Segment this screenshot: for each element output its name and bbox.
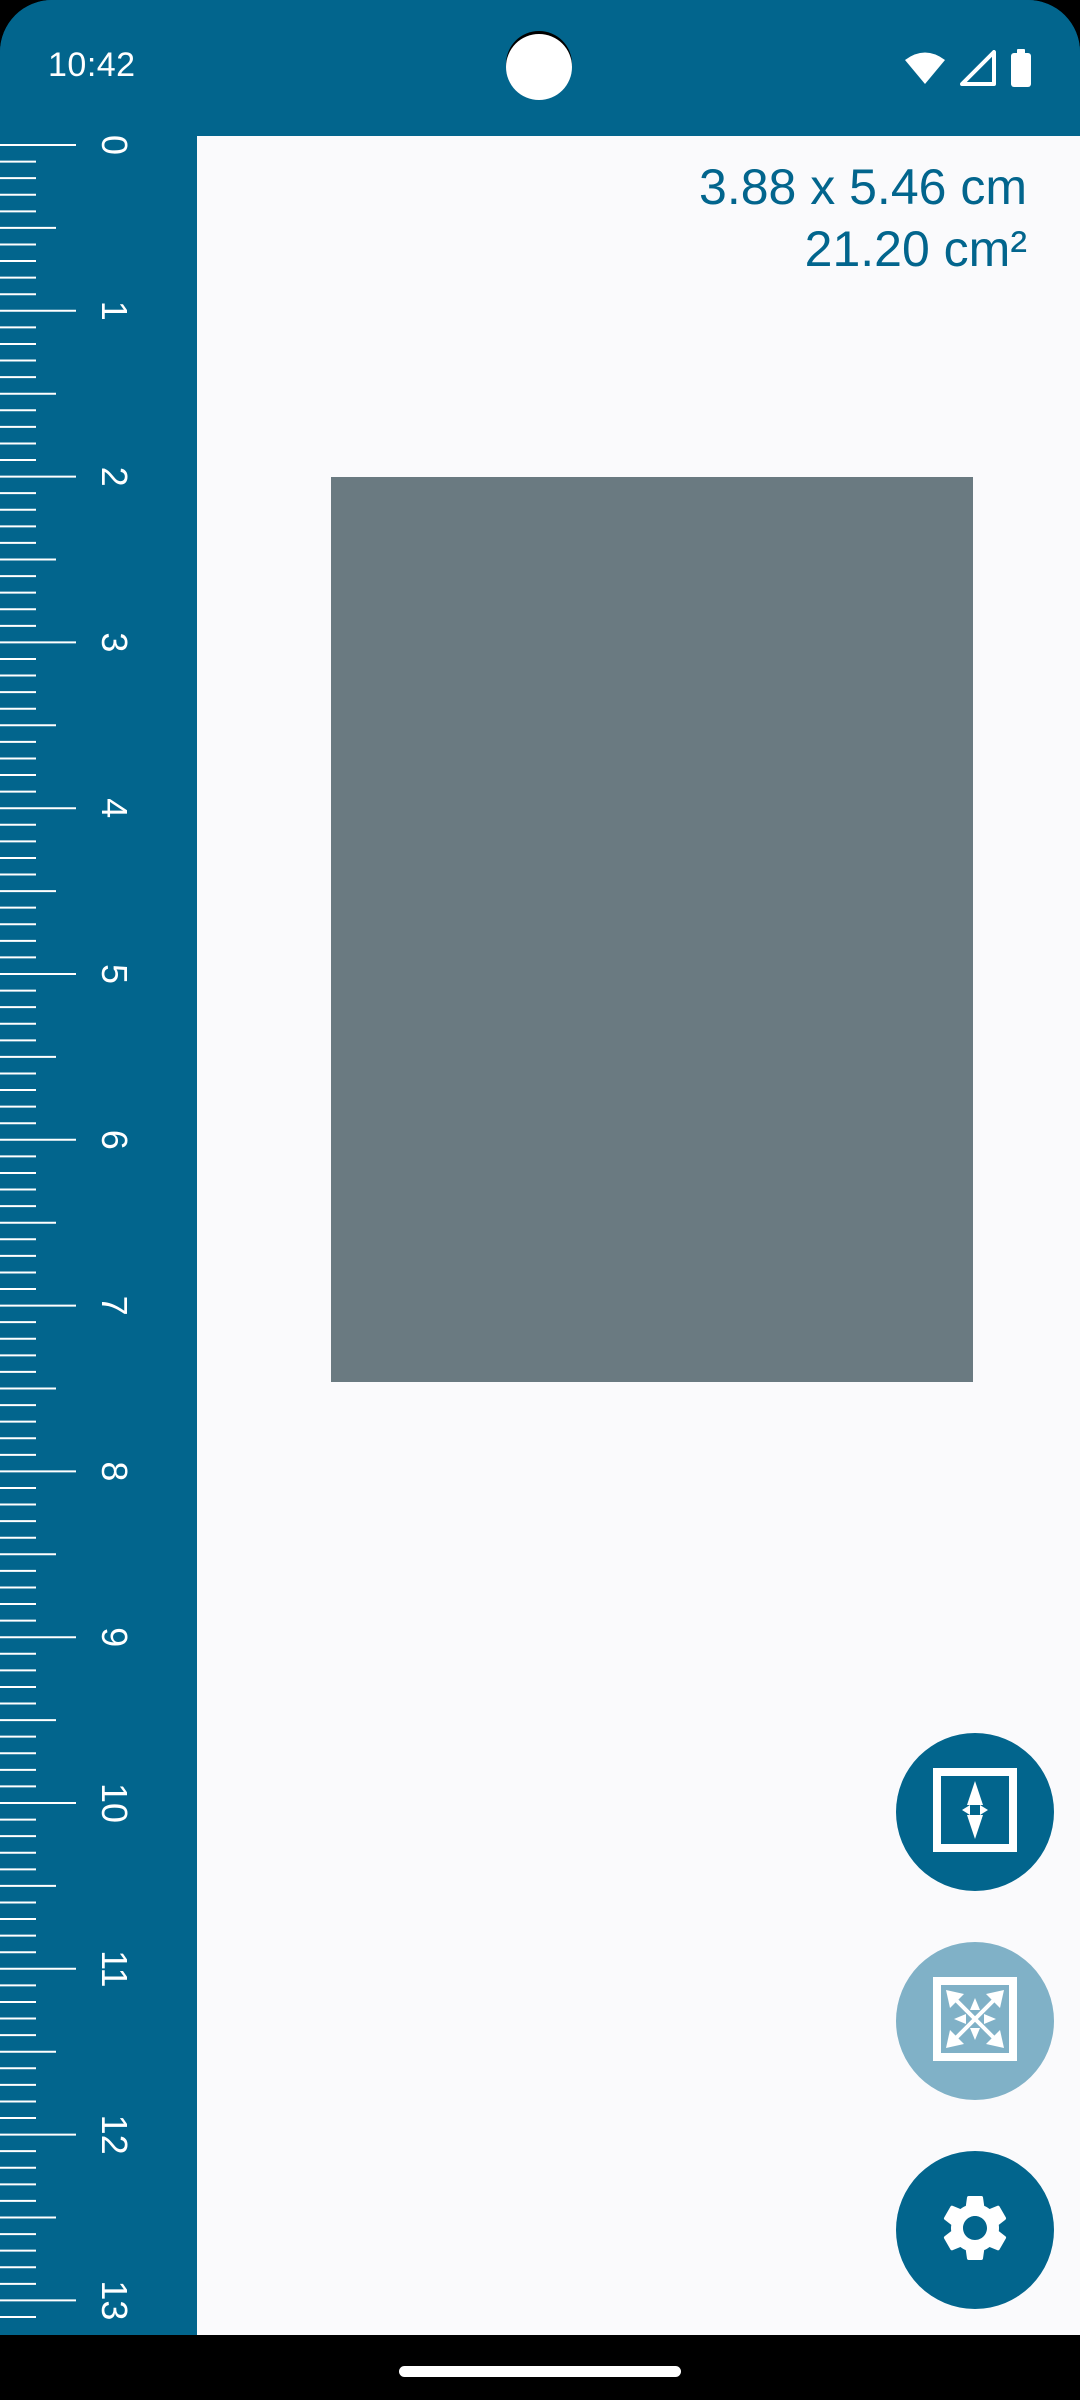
ruler-label: 5 [94, 964, 135, 984]
ruler-label: 4 [94, 798, 135, 818]
ruler-label: 2 [94, 467, 135, 487]
ruler-label: 9 [94, 1627, 135, 1647]
ruler-label: 1 [94, 301, 135, 321]
home-gesture-handle[interactable] [399, 2366, 681, 2377]
dimensions-text: 3.88 x 5.46 cm [699, 159, 1027, 215]
ruler-label: 11 [94, 1950, 135, 1987]
cellular-signal-icon [960, 50, 996, 86]
ruler-label: 10 [94, 1783, 135, 1823]
status-bar: 10:42 [0, 0, 1080, 136]
vertical-resize-icon [932, 1767, 1018, 1858]
gear-icon [935, 2188, 1015, 2273]
status-time: 10:42 [48, 46, 136, 84]
measurement-canvas[interactable]: 3.88 x 5.46 cm 21.20 cm² [197, 136, 1080, 2335]
status-icons [904, 48, 1032, 88]
ruler-label: 7 [94, 1296, 135, 1316]
battery-icon [1010, 49, 1032, 87]
free-resize-button[interactable] [896, 1942, 1054, 2100]
measurement-readout: 3.88 x 5.46 cm 21.20 cm² [699, 156, 1027, 280]
ruler[interactable]: 0 1 2 3 4 5 6 7 8 9 10 11 12 13 [0, 136, 197, 2335]
ruler-label: 3 [94, 632, 135, 652]
measured-rectangle[interactable] [331, 477, 973, 1382]
area-text: 21.20 cm² [804, 221, 1027, 277]
settings-button[interactable] [896, 2151, 1054, 2309]
ruler-label: 0 [94, 136, 135, 155]
ruler-label: 6 [94, 1130, 135, 1150]
free-resize-icon [932, 1976, 1018, 2067]
wifi-icon [904, 51, 946, 85]
ruler-label: 12 [94, 2115, 135, 2155]
vertical-resize-button[interactable] [896, 1733, 1054, 1891]
navigation-bar [0, 2335, 1080, 2400]
ruler-label: 13 [94, 2280, 135, 2320]
camera-cutout [506, 34, 572, 100]
ruler-label: 8 [94, 1461, 135, 1481]
